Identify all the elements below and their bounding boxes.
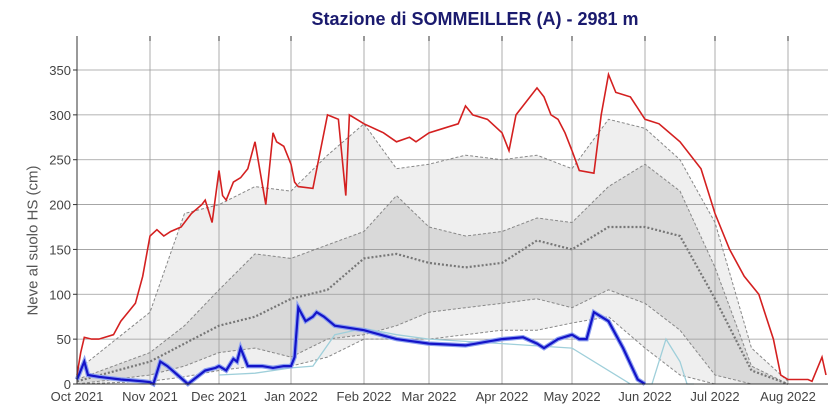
- grid-lines: [77, 36, 828, 384]
- y-tick-label: 150: [49, 242, 71, 257]
- y-tick-label: 50: [57, 332, 71, 347]
- y-tick-label: 200: [49, 198, 71, 213]
- y-tick-label: 250: [49, 153, 71, 168]
- x-tick-label: Aug 2022: [760, 389, 816, 404]
- x-tick-label: Dec 2021: [191, 389, 247, 404]
- x-tick-label: Jun 2022: [618, 389, 672, 404]
- x-tick-label: Apr 2022: [476, 389, 529, 404]
- x-tick-label: Mar 2022: [402, 389, 457, 404]
- x-tick-label: May 2022: [543, 389, 600, 404]
- axes: 0 50 100 150 200 250 300 350 Oct 2021 Nov 2021 Dec…: [49, 36, 828, 404]
- y-tick-label: 100: [49, 287, 71, 302]
- y-tick-label: 300: [49, 108, 71, 123]
- y-tick-label: 0: [64, 377, 71, 392]
- x-tick-label: Jan 2022: [264, 389, 318, 404]
- x-tick-label: Oct 2021: [51, 389, 104, 404]
- data-lines: [74, 71, 827, 388]
- x-tick-label: Jul 2022: [690, 389, 739, 404]
- x-tick-label: Feb 2022: [337, 389, 392, 404]
- chart-title: Stazione di SOMMEILLER (A) - 2981 m: [311, 9, 639, 29]
- y-tick-label: 350: [49, 63, 71, 78]
- x-tick-label: Nov 2021: [122, 389, 178, 404]
